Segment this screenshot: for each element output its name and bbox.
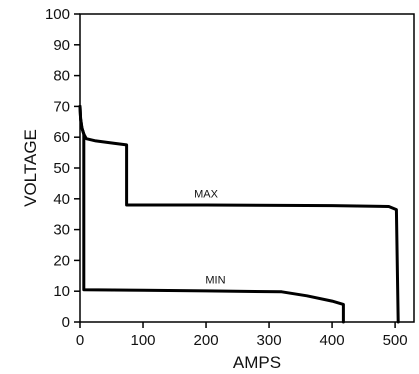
x-tick-label-100: 100 bbox=[131, 332, 156, 349]
x-axis-title: AMPS bbox=[233, 353, 281, 372]
y-tick-label-0: 0 bbox=[62, 314, 70, 331]
plot-frame bbox=[79, 13, 415, 323]
y-tick-label-40: 40 bbox=[53, 191, 70, 208]
y-tick-label-50: 50 bbox=[53, 160, 70, 177]
x-tick-label-0: 0 bbox=[76, 332, 84, 349]
y-tick-label-90: 90 bbox=[53, 37, 70, 54]
y-tick-label-100: 100 bbox=[45, 6, 70, 23]
y-tick-label-10: 10 bbox=[53, 283, 70, 300]
y-axis-title: VOLTAGE bbox=[21, 129, 40, 207]
x-tick-label-500: 500 bbox=[383, 332, 408, 349]
y-tick-label-60: 60 bbox=[53, 129, 70, 146]
series-label-min: MIN bbox=[205, 275, 225, 287]
y-tick-label-70: 70 bbox=[53, 98, 70, 115]
y-tick-label-20: 20 bbox=[53, 252, 70, 269]
series-label-max: MAX bbox=[194, 188, 219, 200]
x-tick-label-400: 400 bbox=[320, 332, 345, 349]
y-tick-label-80: 80 bbox=[53, 68, 70, 85]
x-tick-label-300: 300 bbox=[257, 332, 282, 349]
x-tick-label-200: 200 bbox=[194, 332, 219, 349]
y-tick-label-30: 30 bbox=[53, 222, 70, 239]
series-line-min bbox=[78, 104, 345, 324]
